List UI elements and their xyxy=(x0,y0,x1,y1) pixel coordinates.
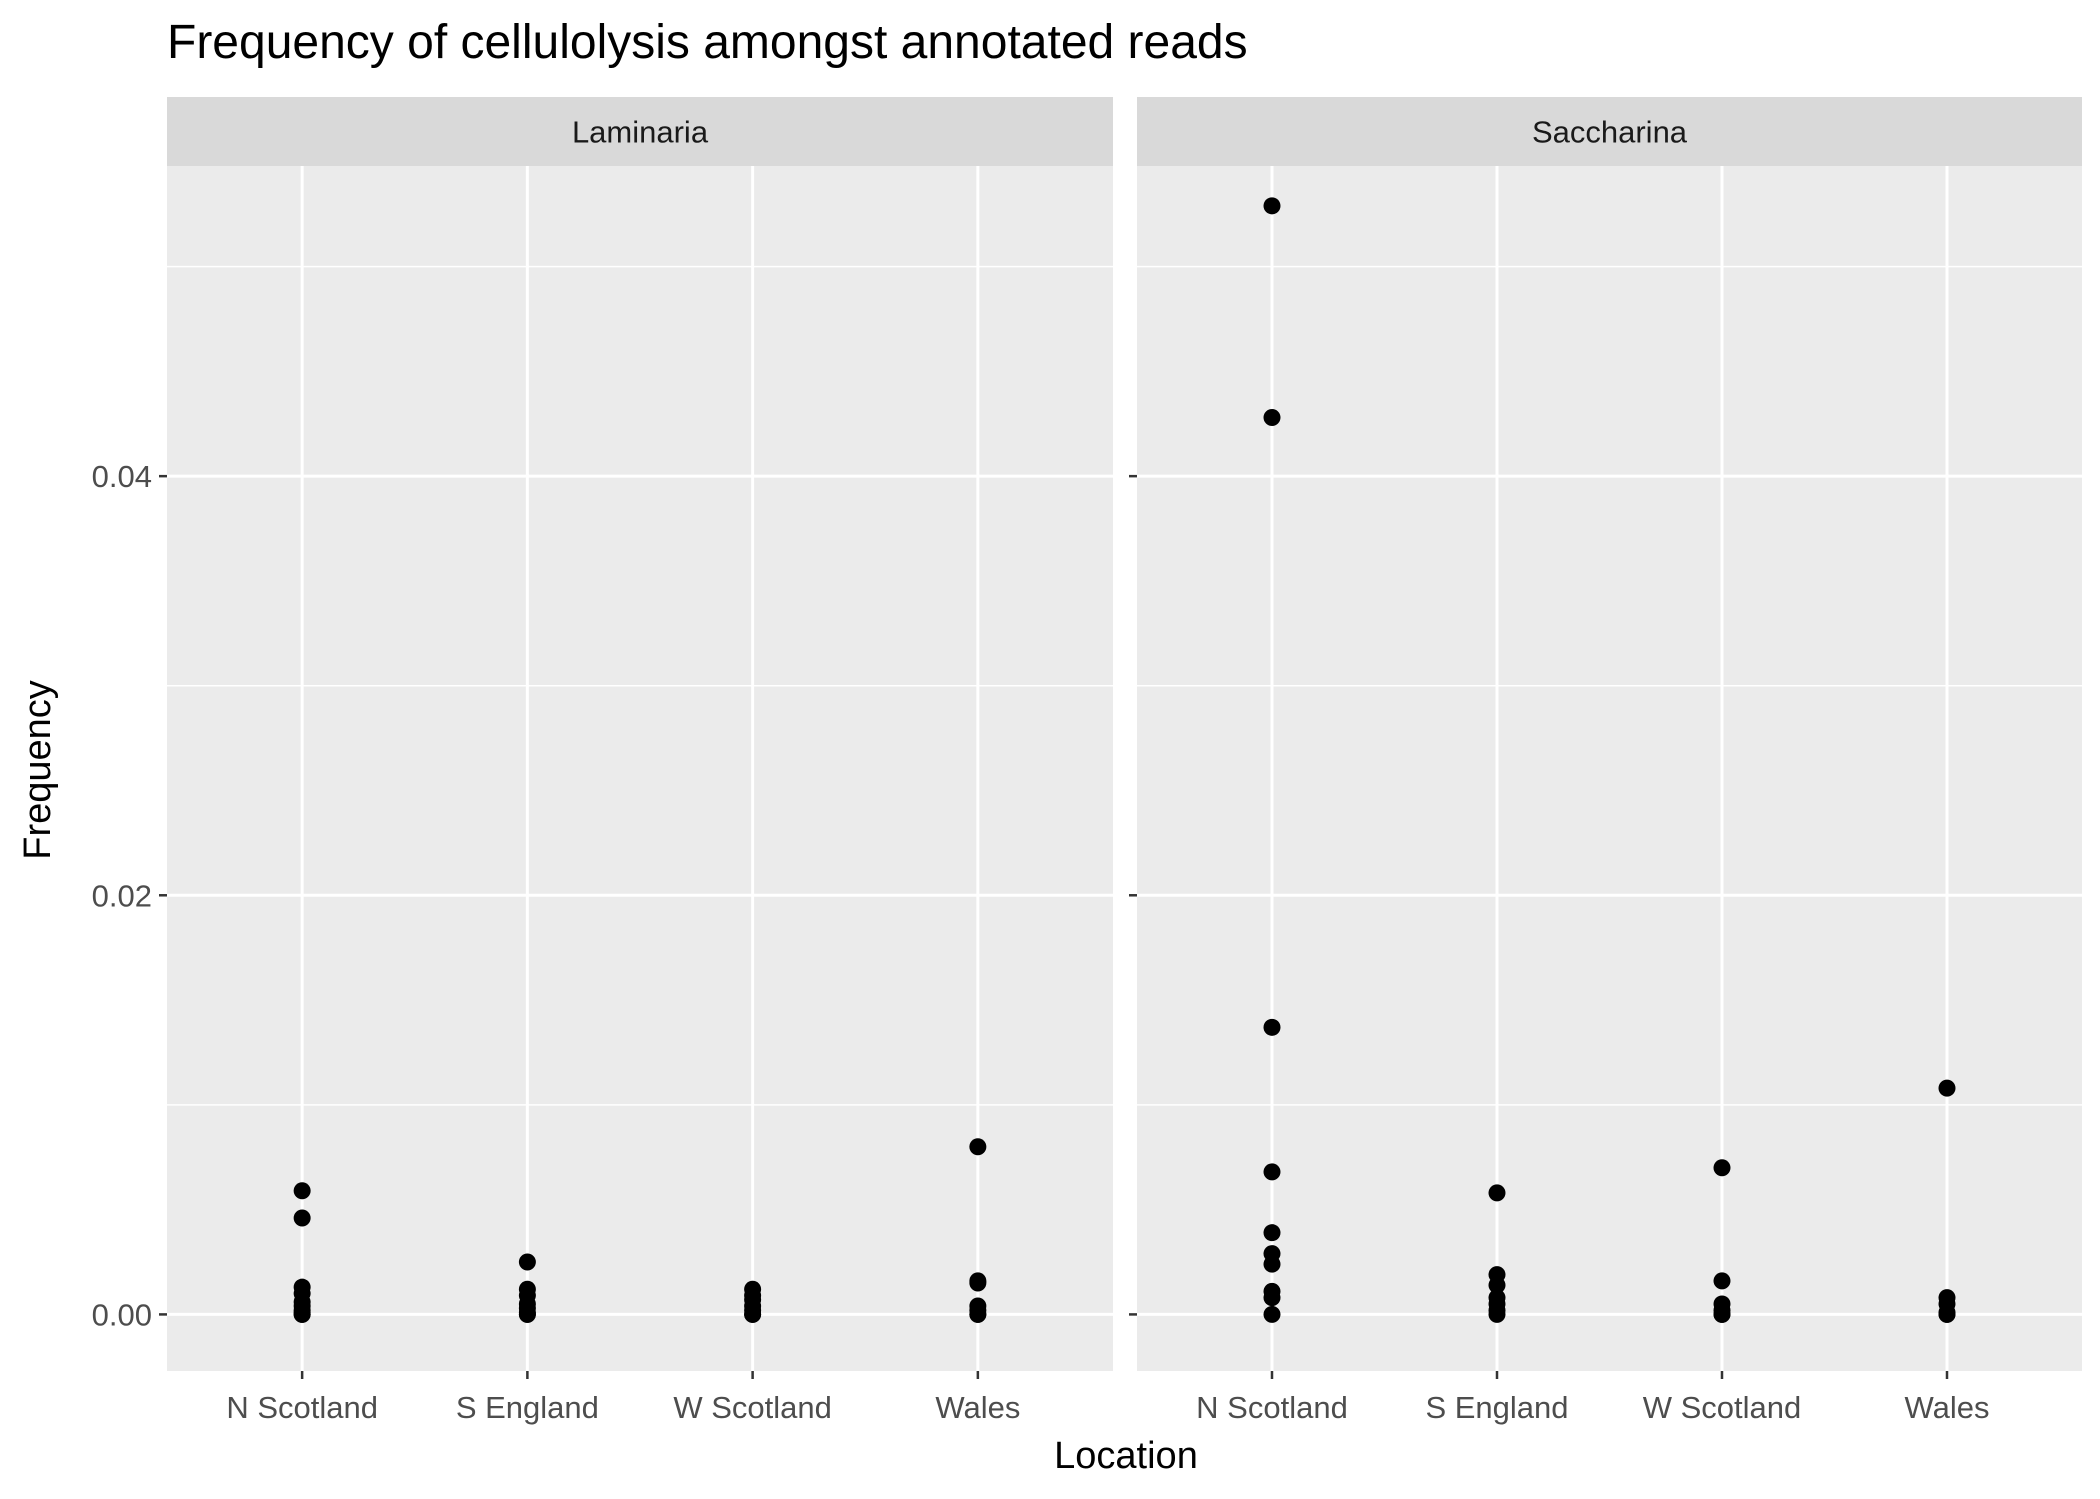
data-point xyxy=(969,1274,987,1292)
facet-strip-label: Laminaria xyxy=(572,115,709,150)
data-point xyxy=(1713,1159,1731,1177)
data-point xyxy=(1263,1255,1281,1273)
data-point xyxy=(293,1182,311,1200)
data-point xyxy=(1488,1184,1506,1202)
data-point xyxy=(969,1305,987,1323)
panel-background xyxy=(1137,166,2082,1371)
data-point xyxy=(518,1253,536,1271)
facet-panel-saccharina: Saccharina N Scotland S England W Scotland W… xyxy=(1137,97,2082,1425)
data-point xyxy=(1263,1289,1281,1307)
data-point xyxy=(1938,1305,1956,1323)
data-point xyxy=(293,1305,311,1323)
x-tick-label: N Scotland xyxy=(226,1390,378,1425)
data-point xyxy=(969,1138,987,1156)
y-tick-label: 0.00 xyxy=(92,1297,152,1332)
y-axis-title: Frequency xyxy=(17,680,59,860)
data-point xyxy=(1263,1224,1281,1242)
data-point xyxy=(1263,1163,1281,1181)
data-point xyxy=(1713,1272,1731,1290)
facet-strip xyxy=(167,97,1113,166)
facets-layer: Laminaria N Scotland S England W Scotland Wa… xyxy=(92,97,2082,1425)
data-point xyxy=(293,1209,311,1227)
data-point xyxy=(1488,1305,1506,1323)
data-point xyxy=(1263,1018,1281,1036)
data-point xyxy=(1488,1276,1506,1294)
panel-background xyxy=(167,166,1113,1371)
y-tick-label: 0.02 xyxy=(92,878,152,913)
data-point xyxy=(1713,1305,1731,1323)
data-point xyxy=(518,1305,536,1323)
x-tick-label: S England xyxy=(456,1390,599,1425)
x-tick-label: W Scotland xyxy=(673,1390,832,1425)
data-point xyxy=(1263,408,1281,426)
chart-title: Frequency of cellulolysis amongst annota… xyxy=(167,16,1248,69)
data-point xyxy=(744,1305,762,1323)
x-axis-title: Location xyxy=(1054,1435,1198,1477)
x-tick-label: S England xyxy=(1425,1390,1568,1425)
facet-strip xyxy=(1137,97,2082,166)
y-axis: 0.00 0.02 0.04 xyxy=(92,459,1137,1332)
x-tick-label: Wales xyxy=(1905,1390,1990,1425)
x-tick-label: Wales xyxy=(935,1390,1020,1425)
facet-strip-label: Saccharina xyxy=(1532,115,1688,150)
x-tick-label: W Scotland xyxy=(1643,1390,1802,1425)
data-point xyxy=(1263,1305,1281,1323)
data-point xyxy=(1263,197,1281,215)
y-tick-label: 0.04 xyxy=(92,459,152,494)
facet-panel-laminaria: Laminaria N Scotland S England W Scotland Wa… xyxy=(167,97,1113,1425)
x-tick-label: N Scotland xyxy=(1196,1390,1348,1425)
data-point xyxy=(1938,1079,1956,1097)
